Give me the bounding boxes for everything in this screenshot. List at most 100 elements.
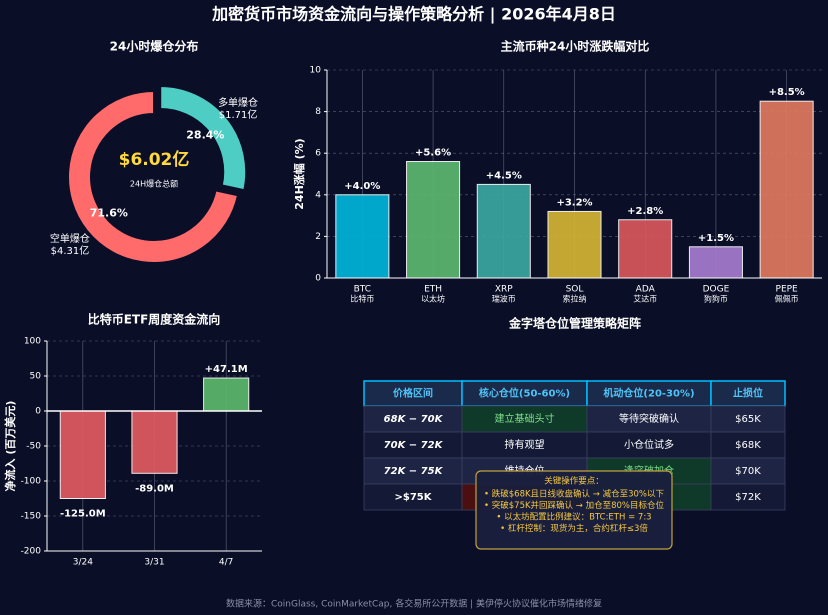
y-tick-label: 6 bbox=[315, 149, 321, 159]
cell-text: $70K bbox=[735, 466, 761, 477]
bar bbox=[688, 246, 743, 279]
cell-text: 等待突破确认 bbox=[619, 412, 679, 425]
slice-percent: 28.4% bbox=[186, 129, 224, 142]
table-cell bbox=[586, 431, 712, 459]
cell-text: 72K − 75K bbox=[384, 466, 444, 477]
table-cell bbox=[461, 405, 588, 433]
x-tick-label: DOGE bbox=[703, 285, 730, 295]
y-tick-label: -150 bbox=[21, 512, 42, 522]
header-cell bbox=[710, 380, 786, 407]
bar bbox=[476, 183, 531, 279]
x-tick-label: 4/7 bbox=[219, 558, 233, 568]
header-cell bbox=[363, 380, 463, 407]
slice-amount: $4.31亿 bbox=[51, 244, 90, 257]
x-tick-sublabel: 佩佩币 bbox=[775, 295, 799, 304]
y-tick-label: 100 bbox=[24, 337, 41, 347]
y-tick-label: 8 bbox=[315, 107, 321, 117]
cell-text: 小仓位试多 bbox=[624, 438, 674, 451]
x-tick-label: 3/31 bbox=[144, 558, 164, 568]
y-tick-label: -100 bbox=[21, 477, 42, 487]
value-label: +1.5% bbox=[698, 233, 734, 244]
y-axis-label: 24H涨幅 (%) bbox=[292, 138, 306, 209]
bar bbox=[759, 100, 814, 279]
bar bbox=[335, 194, 390, 279]
bar bbox=[547, 210, 602, 279]
header-text: 核心仓位(50-60%) bbox=[479, 387, 570, 400]
x-tick-sublabel: 索拉纳 bbox=[563, 294, 587, 304]
cell-text: $68K bbox=[735, 440, 761, 451]
table-cell bbox=[710, 405, 786, 433]
value-label: +3.2% bbox=[556, 197, 592, 208]
table-cell bbox=[363, 457, 463, 485]
table-cell bbox=[363, 431, 463, 459]
table-cell bbox=[710, 431, 786, 459]
x-tick-label: ETH bbox=[424, 285, 442, 295]
header-text: 机动仓位(20-30%) bbox=[603, 387, 694, 400]
chart-title: 24小时爆仓分布 bbox=[110, 39, 199, 54]
slice-name: 空单爆仓 bbox=[50, 232, 90, 245]
donut-slice bbox=[159, 84, 248, 192]
x-tick-label: ADA bbox=[636, 285, 656, 295]
value-label: +2.8% bbox=[627, 206, 663, 217]
notes-title: 关键操作要点： bbox=[544, 476, 604, 487]
header-cell bbox=[461, 380, 588, 407]
slice-percent: 71.6% bbox=[90, 206, 128, 219]
cell-text: >$75K bbox=[394, 492, 432, 503]
y-tick-label: 50 bbox=[30, 372, 42, 382]
y-tick-label: 10 bbox=[310, 66, 322, 76]
cell-text: 70K − 72K bbox=[384, 440, 444, 451]
notes-item: • 跌破$68K且日线收盘确认 → 减仓至30%以下 bbox=[484, 489, 664, 500]
x-tick-sublabel: 比特币 bbox=[350, 294, 374, 304]
center-value: $6.02亿 bbox=[119, 149, 190, 170]
notes-box bbox=[475, 470, 673, 550]
value-label: +4.0% bbox=[344, 181, 380, 192]
table-title: 金字塔仓位管理策略矩阵 bbox=[508, 316, 641, 331]
cell-text: 持有观望 bbox=[505, 438, 545, 451]
x-tick-sublabel: 以太坊 bbox=[421, 294, 445, 304]
value-label: -125.0M bbox=[60, 509, 106, 520]
bar bbox=[203, 377, 250, 412]
x-tick-sublabel: 瑞波币 bbox=[492, 294, 516, 304]
cell-text: $65K bbox=[735, 414, 761, 425]
chart-title: 比特币ETF周度资金流向 bbox=[88, 312, 221, 327]
cell-text: 68K − 70K bbox=[384, 414, 444, 425]
value-label: +8.5% bbox=[769, 87, 805, 98]
y-tick-label: 2 bbox=[315, 232, 321, 242]
notes-item: • 杠杆控制：现货为主，合约杠杆≤3倍 bbox=[500, 523, 648, 534]
table-cell bbox=[586, 405, 712, 433]
chart-title: 主流币种24小时涨跌幅对比 bbox=[501, 39, 650, 54]
bar bbox=[59, 410, 106, 499]
header-text: 止损位 bbox=[733, 387, 763, 400]
value-label: +5.6% bbox=[415, 148, 451, 159]
footer: 数据来源：CoinGlass, CoinMarketCap, 各交易所公开数据 … bbox=[226, 598, 602, 610]
x-tick-label: 3/24 bbox=[73, 558, 93, 568]
bar bbox=[406, 161, 461, 279]
y-tick-label: 0 bbox=[315, 274, 321, 284]
value-label: +47.1M bbox=[205, 364, 248, 375]
x-tick-label: XRP bbox=[495, 285, 513, 295]
slice-name: 多单爆仓 bbox=[218, 96, 258, 109]
x-tick-label: BTC bbox=[354, 285, 371, 295]
notes-item: • 突破$75K并回踩确认 → 加仓至80%目标仓位 bbox=[484, 500, 664, 511]
y-tick-label: -50 bbox=[26, 442, 41, 452]
y-tick-label: 4 bbox=[315, 190, 321, 200]
x-tick-sublabel: 艾达币 bbox=[633, 294, 657, 304]
header-text: 价格区间 bbox=[393, 387, 433, 400]
center-label: 24H爆仓总额 bbox=[130, 179, 178, 189]
x-tick-label: PEPE bbox=[776, 285, 799, 295]
cell-text: 建立基础头寸 bbox=[495, 412, 555, 425]
notes-item: • 以太坊配置比例建议：BTC:ETH = 7:3 bbox=[496, 512, 651, 523]
value-label: +4.5% bbox=[486, 170, 522, 181]
value-label: -89.0M bbox=[135, 483, 174, 494]
table-cell bbox=[710, 457, 786, 485]
y-axis-label: 净流入 (百万美元) bbox=[3, 401, 17, 492]
slice-amount: $1.71亿 bbox=[219, 108, 258, 121]
x-tick-label: SOL bbox=[566, 285, 584, 295]
y-tick-label: -200 bbox=[21, 547, 42, 557]
y-tick-label: 0 bbox=[35, 407, 41, 417]
table-cell bbox=[363, 405, 463, 433]
donut-slice bbox=[67, 89, 240, 264]
x-tick-sublabel: 狗狗币 bbox=[704, 294, 728, 304]
